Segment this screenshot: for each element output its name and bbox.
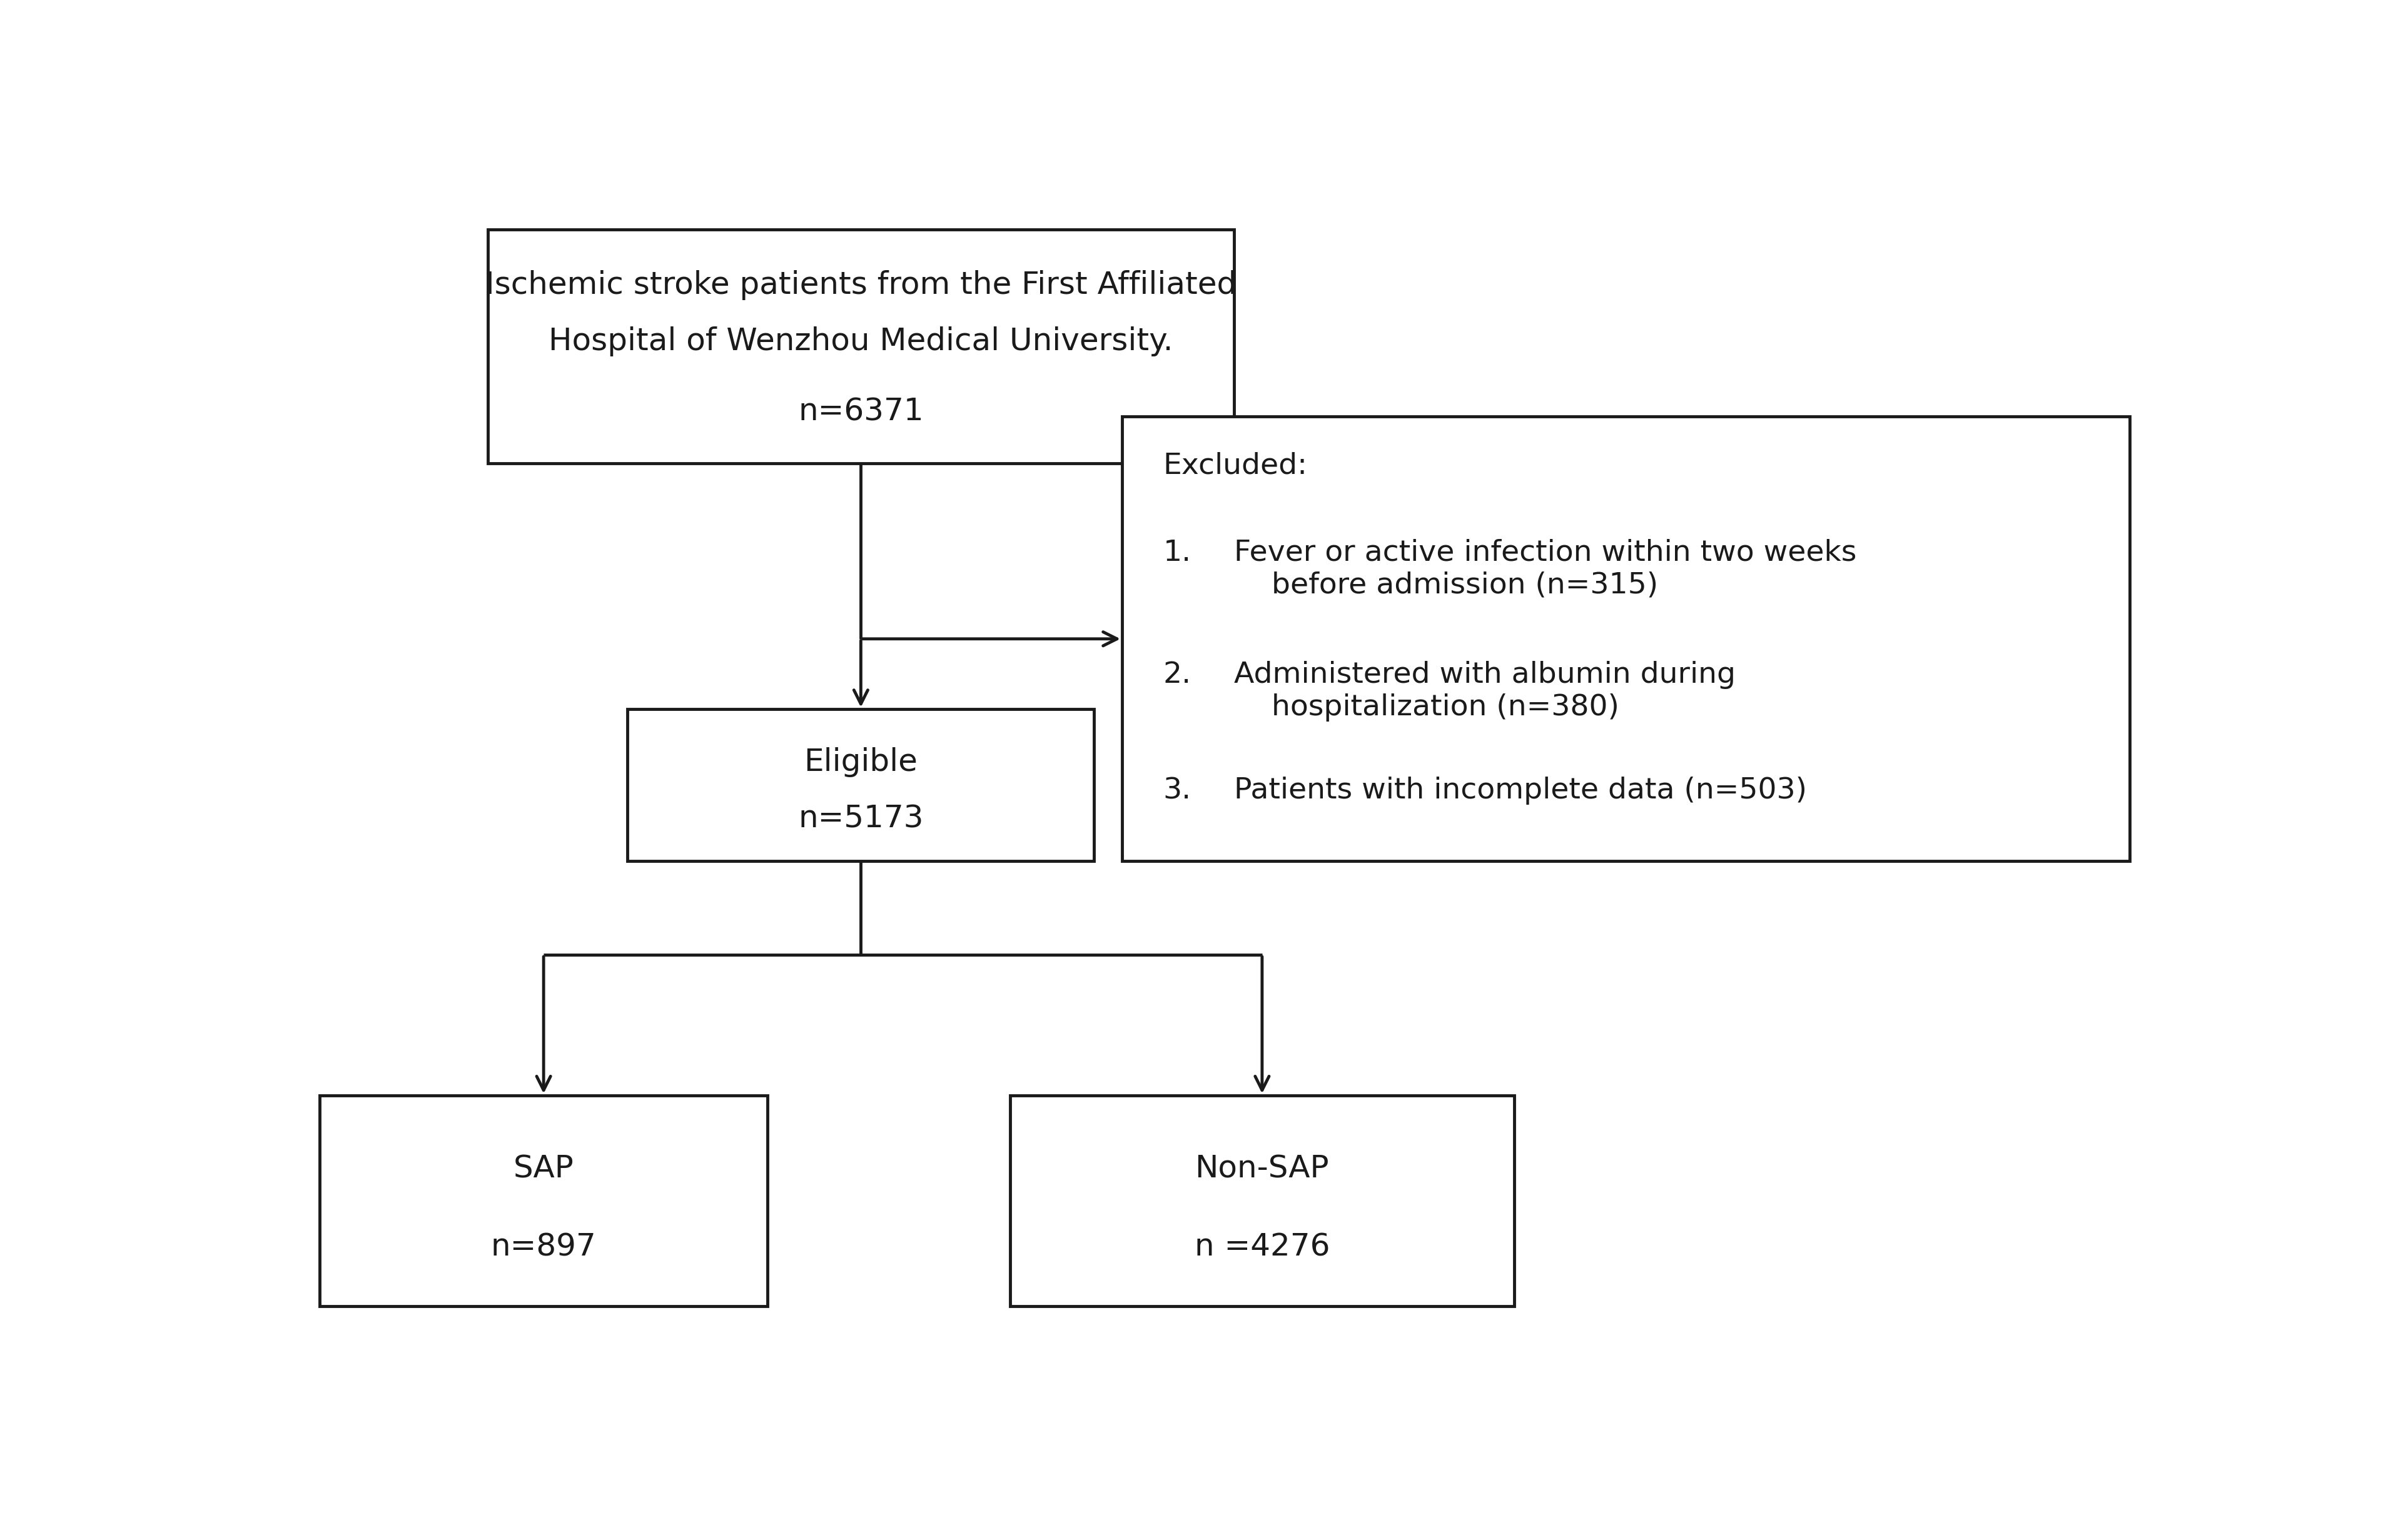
Text: n =4276: n =4276	[1194, 1233, 1329, 1262]
Text: Fever or active infection within two weeks
    before admission (n=315): Fever or active infection within two wee…	[1233, 538, 1857, 599]
Text: 1.: 1.	[1163, 538, 1192, 567]
Text: n=897: n=897	[491, 1233, 597, 1262]
Text: Patients with incomplete data (n=503): Patients with incomplete data (n=503)	[1233, 777, 1806, 804]
FancyBboxPatch shape	[1122, 416, 2129, 862]
Text: n=6371: n=6371	[797, 397, 925, 427]
Text: Eligible: Eligible	[804, 748, 917, 777]
FancyBboxPatch shape	[1011, 1096, 1515, 1306]
Text: n=5173: n=5173	[797, 804, 925, 833]
Text: Excluded:: Excluded:	[1163, 451, 1308, 480]
Text: Non-SAP: Non-SAP	[1194, 1154, 1329, 1184]
Text: Ischemic stroke patients from the First Affiliated: Ischemic stroke patients from the First …	[484, 271, 1238, 301]
FancyBboxPatch shape	[486, 230, 1233, 464]
FancyBboxPatch shape	[320, 1096, 768, 1306]
Text: Administered with albumin during
    hospitalization (n=380): Administered with albumin during hospita…	[1233, 661, 1736, 722]
FancyBboxPatch shape	[628, 708, 1093, 862]
Text: 2.: 2.	[1163, 661, 1192, 689]
Text: Hospital of Wenzhou Medical University.: Hospital of Wenzhou Medical University.	[549, 327, 1173, 357]
Text: SAP: SAP	[513, 1154, 573, 1184]
Text: 3.: 3.	[1163, 777, 1192, 804]
